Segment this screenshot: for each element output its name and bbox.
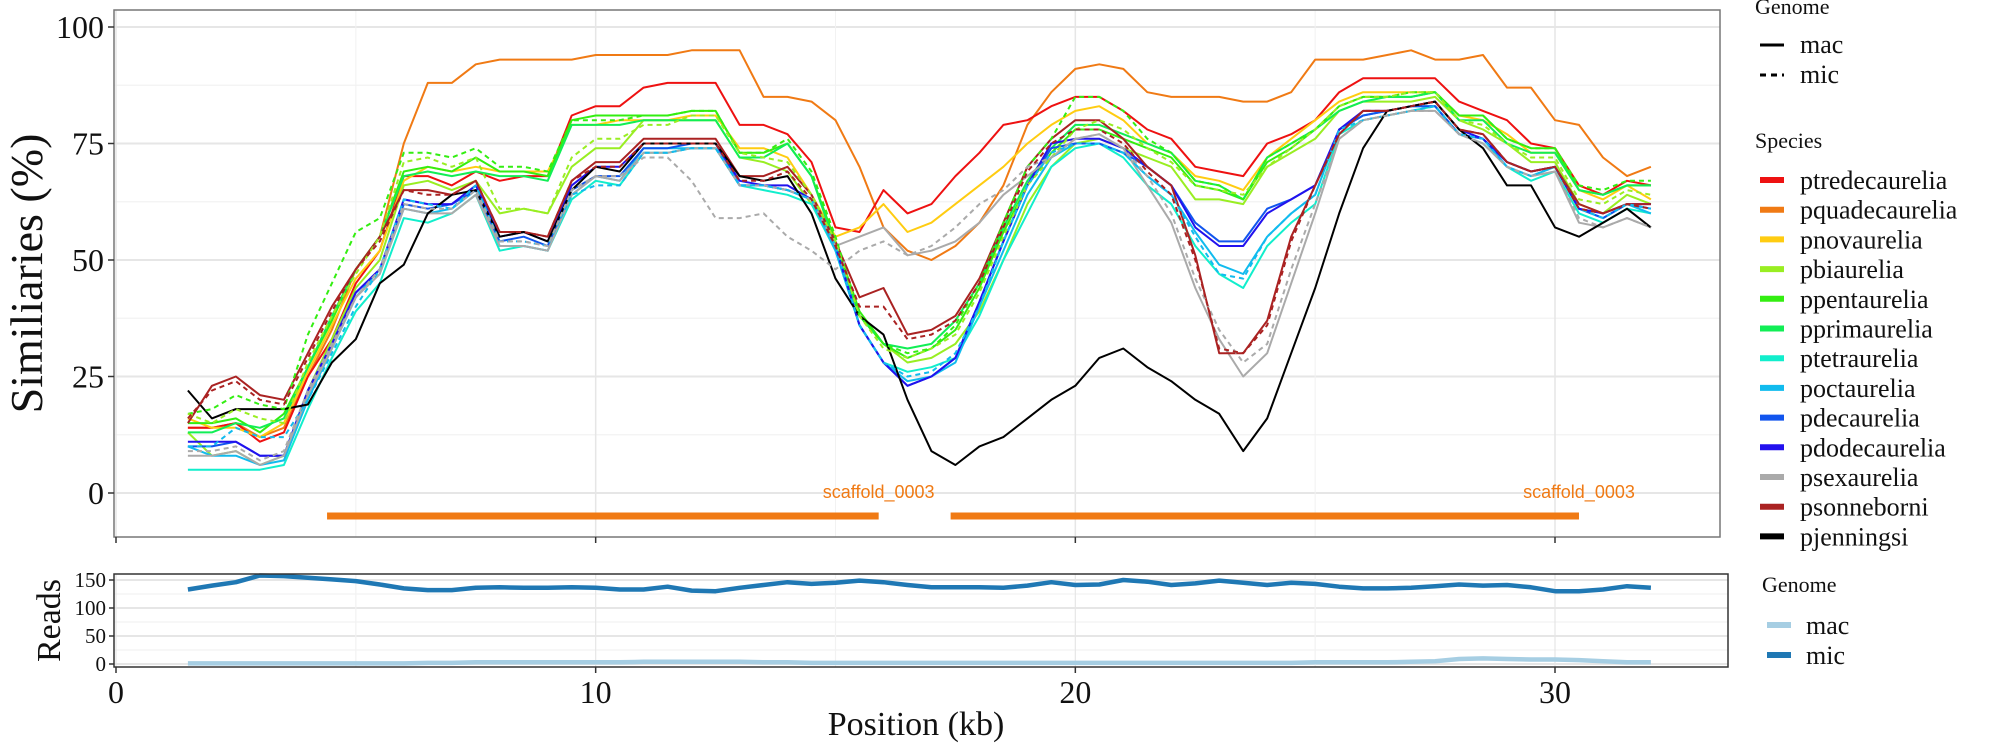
legend-label-pbiaurelia: pbiaurelia xyxy=(1800,255,1904,284)
legend-label-mic: mic xyxy=(1806,641,1845,670)
series-line-poctaurelia-mic xyxy=(187,105,1652,448)
scaffold-annotations: scaffold_0003 scaffold_0003 xyxy=(327,482,1635,520)
legend-label-ptetraurelia: ptetraurelia xyxy=(1800,344,1919,373)
legend-species-title: Species xyxy=(1755,128,1822,153)
y-tick-label: 100 xyxy=(56,9,104,45)
similarity-panel-border xyxy=(113,9,1721,538)
x-tick-label: 10 xyxy=(580,674,612,710)
reads-panel-border xyxy=(113,573,1729,668)
y-tick-label: 100 xyxy=(75,596,107,620)
legend-genome-title: Genome xyxy=(1755,0,1830,19)
legend-label-pdodecaurelia: pdodecaurelia xyxy=(1800,433,1946,462)
legend-label-poctaurelia: poctaurelia xyxy=(1800,374,1916,403)
legend-reads-title: Genome xyxy=(1762,572,1837,597)
y-tick-label: 50 xyxy=(85,624,106,648)
x-tick-label: 30 xyxy=(1539,674,1571,710)
reads-y-axis-label: Reads xyxy=(31,579,68,662)
reads-x-ticks: 0 10 20 30 xyxy=(108,667,1571,710)
y-tick-label: 150 xyxy=(75,568,107,592)
legend-label-mac: mac xyxy=(1800,30,1843,59)
series-line-pquadecaurelia-mac xyxy=(187,49,1652,439)
legend-label-pquadecaurelia: pquadecaurelia xyxy=(1800,196,1958,225)
similarity-panel-background xyxy=(114,10,1720,537)
legend-label-pprimaurelia: pprimaurelia xyxy=(1800,315,1933,344)
similarity-series xyxy=(187,49,1652,471)
legend-label-ptredecaurelia: ptredecaurelia xyxy=(1800,166,1948,195)
reads-panel: 0 50 100 150 0 10 20 30 Reads Position (kb) xyxy=(31,568,1729,743)
similarity-x-ticks xyxy=(115,537,1556,543)
similarity-y-axis-label: Similiaries (%) xyxy=(1,134,52,414)
series-line-psexaurelia-mic xyxy=(187,109,1652,462)
similarity-gridlines xyxy=(114,10,1720,537)
reads-y-ticks: 0 50 100 150 xyxy=(75,568,114,676)
y-tick-label: 25 xyxy=(72,359,104,395)
legend-label-pnovaurelia: pnovaurelia xyxy=(1800,225,1923,254)
reads-series xyxy=(187,573,1652,666)
similarity-y-ticks: 0 25 50 75 100 xyxy=(56,9,114,511)
legend-label-psexaurelia: psexaurelia xyxy=(1800,463,1919,492)
series-line-pprimaurelia-mac xyxy=(187,91,1651,434)
legend-label-mac: mac xyxy=(1806,611,1849,640)
legend-species: Species ptredecaureliapquadecaureliapnov… xyxy=(1755,128,1958,551)
y-tick-label: 0 xyxy=(88,475,104,511)
reads-line-mac xyxy=(187,656,1651,666)
series-line-pbiaurelia-mac xyxy=(187,95,1652,466)
y-tick-label: 0 xyxy=(96,652,107,676)
series-line-ppentaurelia-mic xyxy=(187,91,1651,415)
x-tick-label: 0 xyxy=(108,674,124,710)
x-axis-label: Position (kb) xyxy=(828,706,1005,743)
series-line-pjenningsi-mac xyxy=(187,100,1652,466)
legend-label-pjenningsi: pjenningsi xyxy=(1800,522,1908,551)
y-tick-label: 50 xyxy=(72,242,104,278)
legend-label-mic: mic xyxy=(1800,60,1839,89)
scaffold-label: scaffold_0003 xyxy=(823,482,935,503)
reads-line-mic xyxy=(187,573,1652,594)
scaffold-label: scaffold_0003 xyxy=(1523,482,1635,503)
legend-label-ppentaurelia: ppentaurelia xyxy=(1800,285,1929,314)
legend-label-pdecaurelia: pdecaurelia xyxy=(1800,404,1920,433)
y-tick-label: 75 xyxy=(72,126,104,162)
similarity-panel: scaffold_0003 scaffold_0003 0 25 50 75 100 Si… xyxy=(1,9,1721,543)
x-tick-label: 20 xyxy=(1059,674,1091,710)
series-line-ptredecaurelia-mac xyxy=(187,77,1652,443)
legend-label-psonneborni: psonneborni xyxy=(1800,493,1929,522)
